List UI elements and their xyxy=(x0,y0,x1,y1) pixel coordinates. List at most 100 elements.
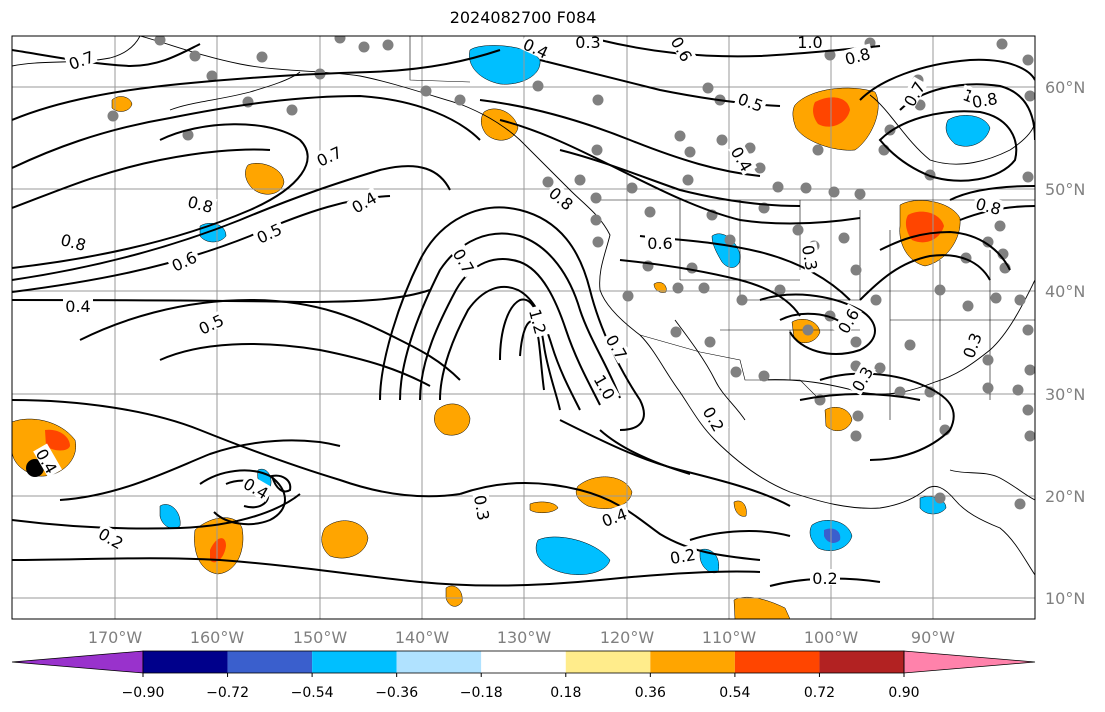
longitude-label: 100°W xyxy=(804,628,859,647)
map-title: 2024082700 F084 xyxy=(449,8,597,27)
station-marker-black xyxy=(26,459,44,477)
colorbar-tick-label: −0.36 xyxy=(375,685,418,701)
colorbar-tick-label: 0.54 xyxy=(719,685,750,701)
contour-label: 0.3 xyxy=(958,328,986,362)
colorbar-segment xyxy=(650,651,735,673)
contour-label-bg xyxy=(898,76,928,111)
contour-label-bg xyxy=(450,243,480,278)
contour-label: 0.3 xyxy=(798,241,822,274)
colorbar-tick-labels: −0.90 −0.72 −0.54 −0.36 −0.18 0.18 0.36 0.54 0.7… xyxy=(122,673,920,701)
contour-label-bg xyxy=(519,36,554,61)
contour-label: 0.8 xyxy=(57,229,91,255)
contour-label-bg xyxy=(734,88,768,114)
colorbar-segment xyxy=(565,651,651,673)
colorbar-extend-high xyxy=(903,650,1036,674)
colorbar-segment xyxy=(227,651,313,673)
contour-label: 0.7 xyxy=(449,243,480,278)
contour-label-bg xyxy=(545,181,579,214)
contour-label-bg xyxy=(527,304,551,338)
contour-label-text: 0.8 xyxy=(971,89,999,112)
contour-label-bg xyxy=(184,191,218,215)
contour-label-bg xyxy=(958,328,984,362)
contour-label-text: 0.4 xyxy=(65,297,90,316)
contour-label-text: 0.8 xyxy=(843,44,873,69)
contour-label-bg xyxy=(668,36,698,66)
colorbar-tick-label: −0.72 xyxy=(206,685,249,701)
contour-label-bg xyxy=(800,241,822,274)
colorbar-segment xyxy=(734,651,820,673)
longitude-label: 130°W xyxy=(497,628,552,647)
shade-orange xyxy=(445,585,463,607)
contour-label: 1.2 xyxy=(525,304,551,338)
colorbar-tick-label: −0.54 xyxy=(291,685,334,701)
contour-label-text: 0.8 xyxy=(186,192,216,217)
contour-label-bg xyxy=(64,46,98,72)
colorbar-tick-label: 0.36 xyxy=(635,685,666,701)
contour-label-bg xyxy=(968,88,1001,110)
contour-label: 0.2 xyxy=(699,401,730,436)
shade-blue xyxy=(945,115,991,147)
contour-label: 0.7 xyxy=(311,141,346,171)
contour-label-bg xyxy=(63,297,93,313)
contour-lines xyxy=(12,39,1035,587)
contour-label-bg xyxy=(346,186,381,216)
contour-label: 0.8 xyxy=(184,191,218,217)
contour-label-text: 0.8 xyxy=(974,194,1004,219)
longitude-label: 160°W xyxy=(190,628,245,647)
colorbar-segment xyxy=(143,651,228,673)
contour-label-bg xyxy=(591,369,621,404)
latitude-label: 50°N xyxy=(1045,180,1085,199)
contour-label-bg xyxy=(57,229,91,253)
shade-orange xyxy=(653,282,667,293)
colorbar-segment xyxy=(819,651,904,673)
longitude-label: 170°W xyxy=(88,628,143,647)
contour-label-bg xyxy=(573,36,603,49)
colorbar-tick-label: −0.18 xyxy=(460,685,503,701)
contour-label-bg xyxy=(700,401,730,436)
shade-orange xyxy=(111,96,133,112)
colorbar-extend-low xyxy=(11,650,144,674)
shade-red xyxy=(813,97,850,127)
contour-label-bg xyxy=(666,544,699,566)
contour-label: 0.2 xyxy=(666,544,699,568)
shade-orange xyxy=(824,407,853,432)
contour-label: 0.3 xyxy=(470,491,494,524)
colorbar-segment xyxy=(396,651,482,673)
contour-label-bg xyxy=(193,309,228,337)
contour-label-bg xyxy=(166,246,201,274)
contour-label: 0.8 xyxy=(972,193,1006,219)
contour-label-bg xyxy=(94,522,129,552)
contour-label: 0.6 xyxy=(645,234,675,253)
shade-orange xyxy=(434,403,471,436)
latitude-label: 60°N xyxy=(1045,78,1085,97)
longitude-label: 140°W xyxy=(395,628,450,647)
colorbar xyxy=(11,650,1036,674)
contour-label: 1.0 xyxy=(795,33,825,52)
colorbar-tick-label: 0.72 xyxy=(804,685,835,701)
shade-orange xyxy=(733,597,791,619)
colorbar-segment xyxy=(312,651,397,673)
map-frame xyxy=(11,35,1036,620)
graticule xyxy=(12,36,1035,619)
contour-label-text: 1.2 xyxy=(525,307,550,337)
shade-red xyxy=(905,211,944,243)
contour-label-text: 1.0 xyxy=(797,33,822,52)
contour-label: 0.2 xyxy=(810,569,840,588)
contour-label-bg xyxy=(840,43,874,67)
contour-label-text: 0.8 xyxy=(545,183,577,214)
contour-label-text: 0.2 xyxy=(669,545,697,568)
contour-label: 0.7 xyxy=(64,46,98,74)
contour-label-bg xyxy=(810,569,840,585)
colorbar-tick-label: 0.18 xyxy=(550,685,581,701)
contour-label-text: 0.2 xyxy=(812,569,837,588)
shade-blue xyxy=(469,45,541,85)
contour-label-bg xyxy=(846,361,876,396)
contour-label: 0.6 xyxy=(166,246,201,276)
colorbar-segment xyxy=(481,651,566,673)
contour-label-bg xyxy=(645,234,675,250)
contour-label-text: 0.3 xyxy=(575,33,600,52)
contour-label-bg xyxy=(972,193,1006,217)
longitude-label: 110°W xyxy=(702,628,757,647)
contour-label-bg xyxy=(728,141,758,176)
